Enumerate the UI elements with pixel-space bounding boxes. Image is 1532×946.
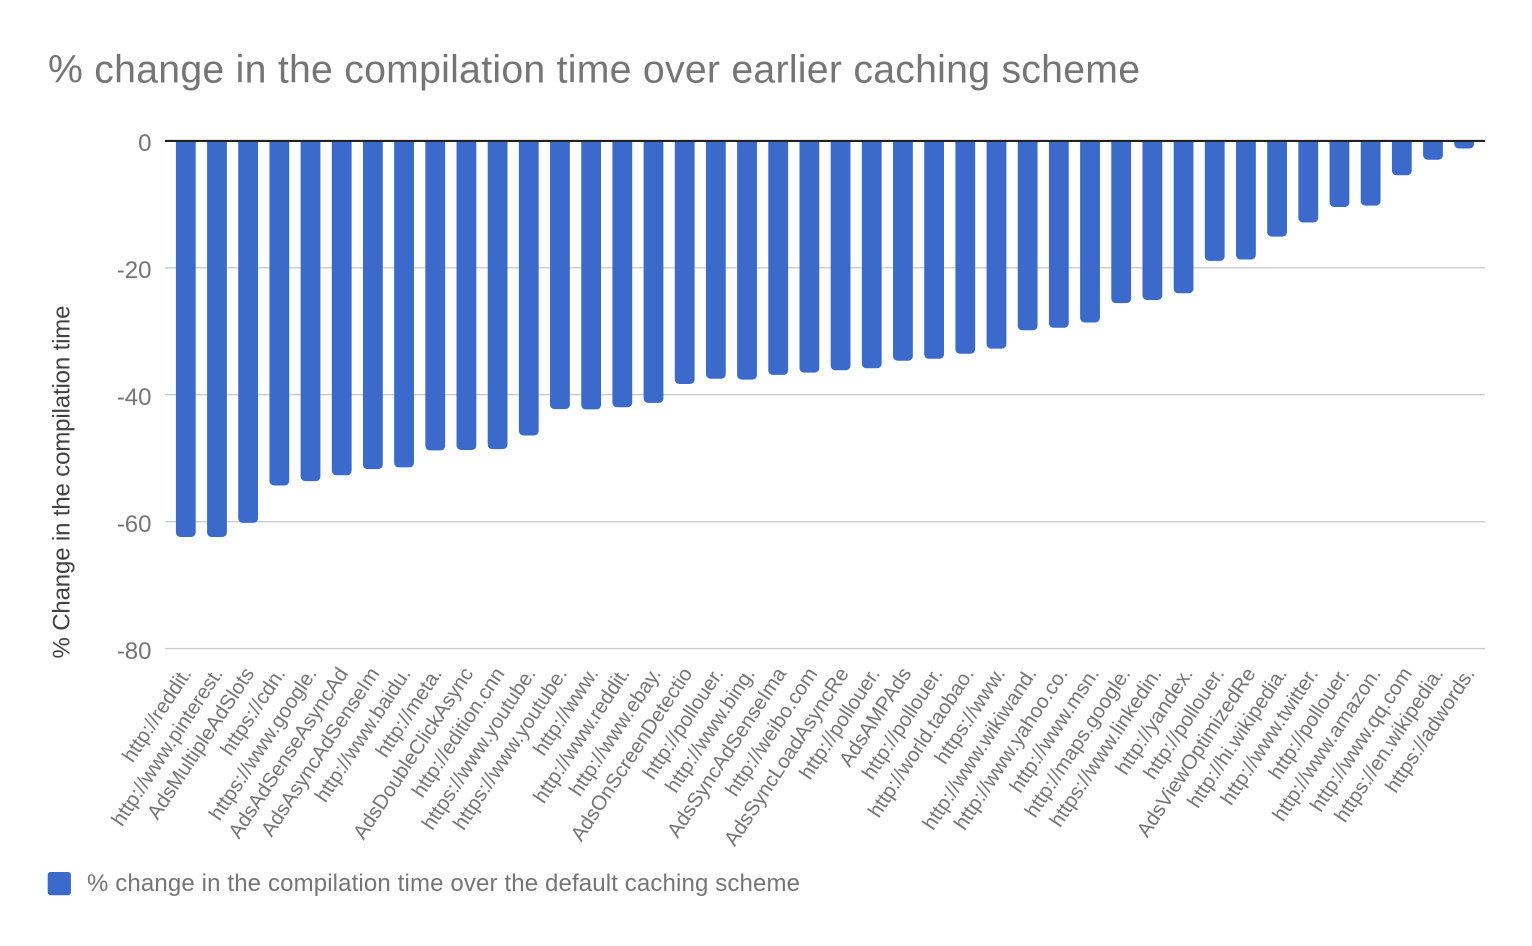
svg-text:0: 0 <box>138 130 151 157</box>
svg-text:-40: -40 <box>117 384 152 411</box>
svg-text:% Change in the compilation ti: % Change in the compilation time <box>49 306 76 659</box>
svg-text:% change in the compilation ti: % change in the compilation time over ea… <box>48 48 1140 91</box>
svg-text:-60: -60 <box>117 511 152 538</box>
svg-text:-80: -80 <box>117 638 152 665</box>
svg-text:% change in the compilation ti: % change in the compilation time over th… <box>87 870 800 897</box>
svg-text:-20: -20 <box>117 257 152 284</box>
